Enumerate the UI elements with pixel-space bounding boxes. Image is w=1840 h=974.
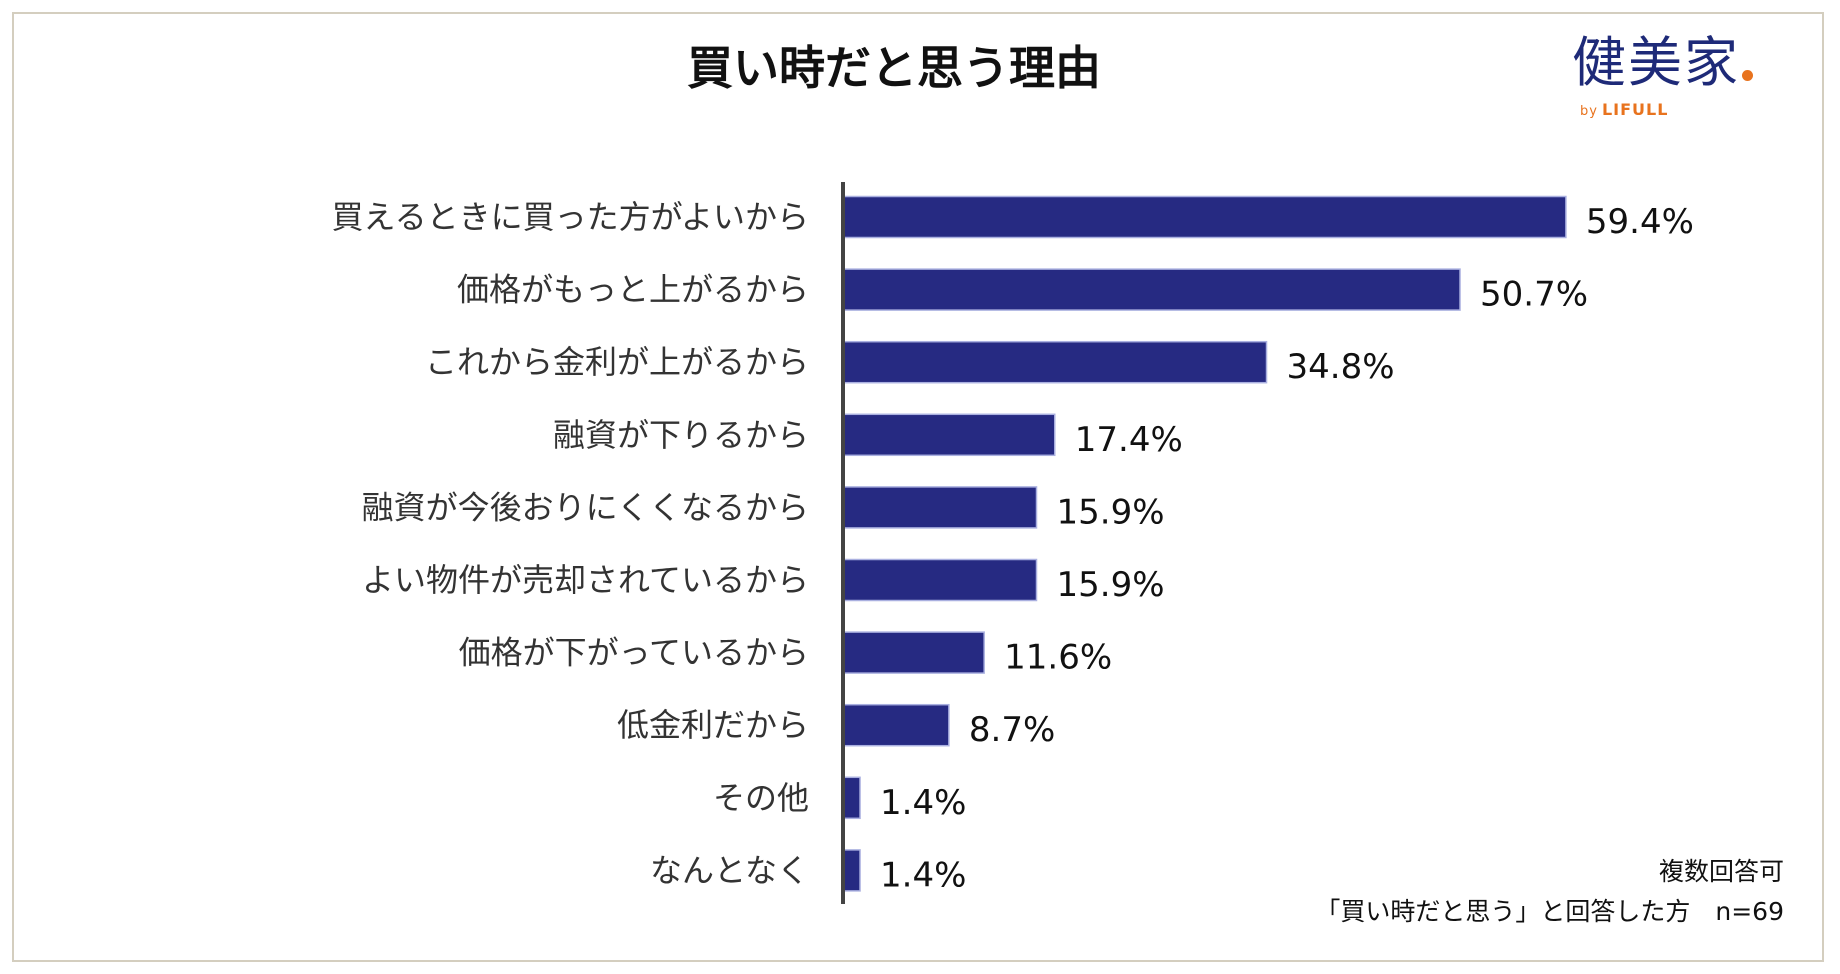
value-label: 15.9% <box>1057 565 1165 605</box>
value-label: 15.9% <box>1057 492 1165 532</box>
category-label: よい物件が売却されているから <box>362 561 809 599</box>
value-label: 17.4% <box>1075 420 1183 460</box>
value-label: 34.8% <box>1287 347 1395 387</box>
value-label: 1.4% <box>880 855 966 895</box>
logo-text: 健美家 <box>1572 31 1740 94</box>
category-label: 価格が下がっているから <box>459 634 809 672</box>
logo: 健美家 <box>1572 34 1753 92</box>
chart-frame <box>12 12 1824 962</box>
value-label: 59.4% <box>1586 202 1694 242</box>
bar <box>842 776 861 820</box>
bar <box>842 631 985 674</box>
footer-note: 複数回答可 <box>1658 857 1784 886</box>
value-label: 11.6% <box>1004 638 1112 678</box>
category-label: 買えるときに買った方がよいから <box>332 198 809 236</box>
bar <box>842 558 1038 602</box>
category-label: 価格がもっと上がるから <box>457 271 809 309</box>
bar <box>842 340 1268 384</box>
logo-dot <box>1742 70 1753 81</box>
category-label: 融資が今後おりにくくなるから <box>362 488 809 526</box>
category-label: 融資が下りるから <box>553 416 809 454</box>
logo-sub-brand: LIFULL <box>1601 100 1669 119</box>
bar <box>842 703 950 747</box>
bar <box>842 413 1056 457</box>
bar <box>842 849 861 892</box>
logo-sub-by: by <box>1580 104 1598 119</box>
value-label: 8.7% <box>969 710 1055 750</box>
chart-title: 買い時だと思う理由 <box>687 41 1101 95</box>
bar <box>842 486 1038 529</box>
category-label: これから金利が上がるから <box>425 343 809 381</box>
category-label: なんとなく <box>650 851 809 889</box>
logo-sub: by LIFULL <box>1580 100 1668 120</box>
category-label: 低金利だから <box>617 706 809 744</box>
bar <box>842 195 1567 239</box>
footer-sample: 「買い時だと思う」と回答した方 n=69 <box>1315 897 1784 926</box>
value-label: 50.7% <box>1480 275 1588 315</box>
category-label: その他 <box>713 779 809 817</box>
value-label: 1.4% <box>880 783 966 823</box>
bar <box>842 268 1461 311</box>
